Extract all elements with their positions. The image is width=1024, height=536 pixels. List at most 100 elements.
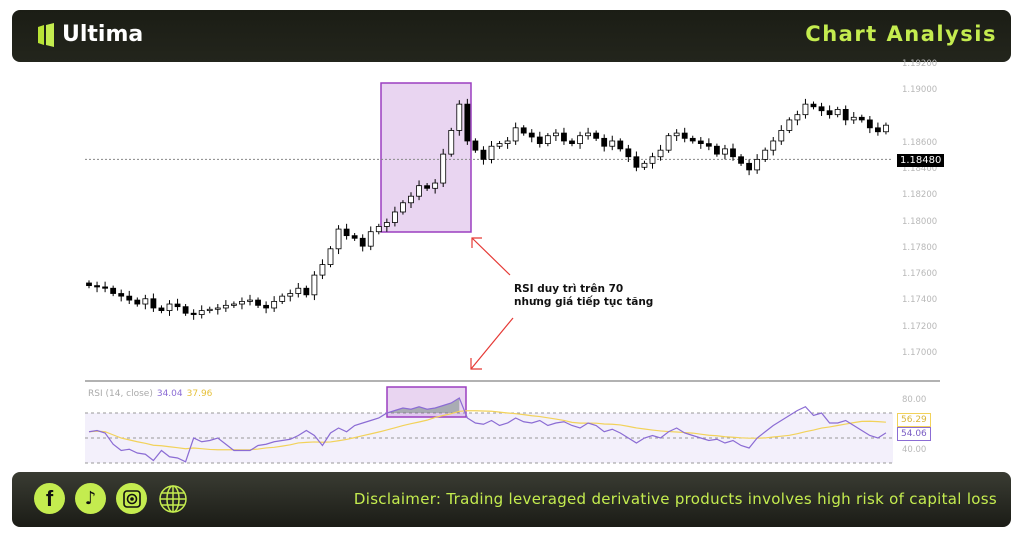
candle-body <box>335 228 342 250</box>
tiktok-icon[interactable]: ♪ <box>75 483 106 514</box>
candle-body <box>681 132 688 139</box>
price-tick-label: 1.17400 <box>902 295 938 306</box>
price-tick-label: 1.18600 <box>902 137 938 148</box>
candle-body <box>182 306 189 314</box>
candle-body <box>198 310 205 315</box>
candle-body <box>553 132 559 137</box>
rsi-value: 34.04 <box>156 389 183 399</box>
candle-body <box>391 211 398 223</box>
ultima-logo-icon <box>38 22 54 47</box>
candle-body <box>110 287 117 294</box>
rsi-last-tag: 54.06 <box>897 427 931 441</box>
annotation-line-2: nhưng giá tiếp tục tăng <box>514 296 654 308</box>
camera-icon[interactable] <box>116 483 147 514</box>
rsi-tick-label: 80.00 <box>902 394 927 405</box>
candle-body <box>866 119 873 129</box>
candle-body <box>214 307 221 310</box>
candle-body <box>488 145 495 160</box>
header: Ultima Chart Analysis <box>12 10 1011 62</box>
candle-body <box>544 135 551 145</box>
rsi-ma-value: 37.96 <box>186 389 213 399</box>
globe-icon[interactable] <box>157 483 188 514</box>
candle-body <box>689 137 696 142</box>
candle-body <box>190 312 197 315</box>
candle-body <box>206 308 213 312</box>
candle-body <box>536 136 543 144</box>
candle-body <box>826 110 833 116</box>
candle-body <box>786 119 793 131</box>
candle-body <box>432 182 439 189</box>
candle-body <box>271 300 278 309</box>
candle-body <box>641 162 648 168</box>
candle-body <box>424 185 431 189</box>
candle-body <box>383 222 390 227</box>
candle-body <box>359 237 366 247</box>
candle-body <box>166 303 173 312</box>
annotation-line-1: RSI duy trì trên 70 <box>514 283 624 295</box>
brand-name: Ultima <box>62 22 144 47</box>
candle-body <box>239 300 245 305</box>
candle-body <box>730 148 736 158</box>
candle-body <box>263 304 270 309</box>
candle-body <box>504 140 511 145</box>
candle-body <box>875 127 881 133</box>
candle-body <box>480 149 487 160</box>
candle-body <box>778 130 785 142</box>
candle-body <box>351 235 358 239</box>
candle-body <box>528 132 535 138</box>
candle-body <box>367 231 374 247</box>
candle-body <box>94 285 100 288</box>
candle-body <box>287 293 294 297</box>
arrow-to-price <box>471 237 511 276</box>
price-tick-label: 1.17600 <box>902 269 938 280</box>
candle-body <box>842 109 849 121</box>
candle-body <box>746 162 752 171</box>
candle-body <box>577 135 583 145</box>
candle-body <box>230 303 237 306</box>
candle-body <box>633 156 640 168</box>
candle-body <box>762 149 769 160</box>
candle-body <box>520 127 527 134</box>
price-tick-label: 1.18200 <box>902 190 938 201</box>
candle-body <box>222 304 229 309</box>
candle-body <box>142 298 149 305</box>
candle-body <box>472 140 479 151</box>
candle-body <box>375 226 382 233</box>
facebook-icon[interactable]: f <box>34 483 65 514</box>
candle-body <box>327 248 334 265</box>
candle-body <box>311 274 318 296</box>
price-tick-label: 1.19200 <box>902 58 938 69</box>
candle-body <box>86 282 92 287</box>
price-tick-label: 1.17000 <box>902 348 938 358</box>
candle-body <box>665 135 672 151</box>
candle-body <box>416 185 422 197</box>
candle-body <box>569 140 575 145</box>
candle-body <box>770 140 777 151</box>
annotation: RSI duy trì trên 70 nhưng giá tiếp tục t… <box>514 283 653 309</box>
candle-body <box>673 132 680 137</box>
candle-body <box>585 132 591 137</box>
candle-body <box>697 140 704 145</box>
candle-body <box>343 228 350 237</box>
arrow-to-rsi <box>470 317 514 370</box>
rsi-ma-line <box>88 410 886 451</box>
candle-body <box>705 143 712 147</box>
candle-body <box>174 303 181 308</box>
candle-body <box>255 299 261 306</box>
candle-body <box>883 124 889 133</box>
rsi-title: RSI (14, close) <box>88 389 153 399</box>
candle-body <box>134 299 141 305</box>
candle-body <box>625 148 632 158</box>
candle-body <box>810 103 817 108</box>
disclaimer: Disclaimer: Trading leveraged derivative… <box>353 490 997 508</box>
candle-body <box>464 103 471 142</box>
rsi-legend: RSI (14, close) 34.04 37.96 <box>88 389 212 399</box>
logo: Ultima <box>36 22 143 47</box>
candle-body <box>609 140 616 147</box>
rsi-tick-label: 40.00 <box>902 444 927 455</box>
price-tick-label: 1.17200 <box>902 321 938 332</box>
rsi-line <box>88 397 887 463</box>
overbought-fill <box>386 398 460 413</box>
candle-body <box>303 287 310 296</box>
candle-body <box>440 153 447 184</box>
